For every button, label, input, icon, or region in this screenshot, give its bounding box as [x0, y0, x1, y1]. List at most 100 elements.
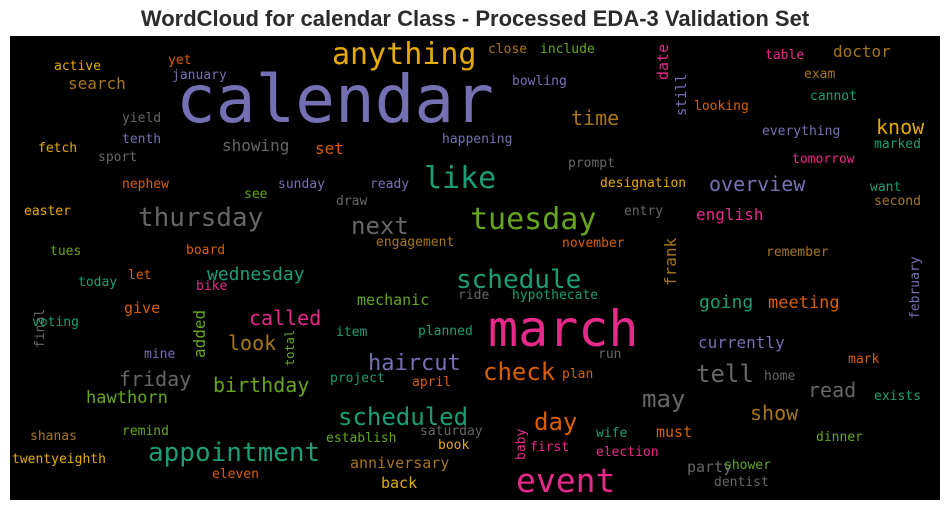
word-frank: frank — [661, 237, 680, 286]
word-april: april — [412, 375, 451, 390]
word-calendar: calendar — [176, 61, 494, 138]
word-tuesday: tuesday — [470, 202, 596, 237]
word-day: day — [534, 408, 577, 436]
word-first: first — [530, 440, 569, 455]
word-entry: entry — [624, 204, 663, 219]
word-added: added — [190, 310, 209, 358]
word-ride: ride — [458, 288, 489, 303]
word-twentyeighth: twentyeighth — [12, 452, 106, 467]
word-engagement: engagement — [376, 235, 454, 250]
word-remember: remember — [766, 245, 829, 260]
word-table: table — [765, 48, 804, 63]
word-everything: everything — [762, 124, 840, 139]
word-date: date — [654, 44, 672, 80]
word-close: close — [488, 42, 527, 57]
word-look: look — [228, 331, 276, 355]
word-friday: friday — [119, 367, 191, 391]
word-march: march — [488, 300, 639, 358]
word-appointment: appointment — [148, 438, 320, 468]
word-mark: mark — [848, 352, 879, 367]
word-give: give — [124, 299, 160, 317]
word-yet: yet — [168, 53, 191, 68]
word-mechanic: mechanic — [357, 291, 429, 309]
word-sport: sport — [98, 150, 137, 165]
word-shanas: shanas — [30, 429, 77, 444]
word-eleven: eleven — [212, 467, 259, 482]
word-yield: yield — [122, 111, 161, 126]
word-tues: tues — [50, 244, 81, 259]
word-election: election — [596, 445, 659, 460]
word-marked: marked — [874, 137, 921, 152]
word-saturday: saturday — [420, 424, 483, 439]
word-hypothecate: hypothecate — [512, 288, 598, 303]
wordcloud-canvas: calendar march event anything tuesday like thu… — [10, 36, 940, 500]
word-tell: tell — [696, 360, 754, 388]
word-easter: easter — [24, 204, 71, 219]
word-draw: draw — [336, 194, 367, 209]
word-currently: currently — [698, 333, 785, 352]
word-showing: showing — [222, 136, 289, 155]
word-mine: mine — [144, 347, 175, 362]
word-like: like — [424, 161, 496, 196]
word-dinner: dinner — [816, 430, 863, 445]
word-wife: wife — [596, 426, 627, 441]
word-active: active — [54, 59, 101, 74]
word-read: read — [808, 378, 856, 402]
word-bike: bike — [196, 279, 227, 294]
word-january: january — [172, 68, 227, 83]
word-back: back — [381, 474, 417, 492]
word-party: party — [687, 458, 732, 476]
word-called: called — [249, 306, 321, 330]
word-sunday: sunday — [278, 177, 325, 192]
word-exists: exists — [874, 389, 921, 404]
word-plan: plan — [562, 367, 593, 382]
word-thursday: thursday — [138, 203, 263, 233]
word-designation: designation — [600, 176, 686, 191]
word-second: second — [874, 194, 921, 209]
word-let: let — [128, 268, 151, 283]
word-schedule: schedule — [456, 265, 581, 295]
word-show: show — [750, 401, 799, 425]
word-book: book — [438, 438, 469, 453]
word-remind: remind — [122, 424, 169, 439]
word-english: english — [696, 205, 763, 224]
word-overview: overview — [709, 172, 806, 196]
word-scheduled: scheduled — [338, 403, 468, 431]
word-event: event — [516, 461, 615, 500]
word-ready: ready — [370, 177, 409, 192]
word-november: november — [562, 236, 625, 251]
word-voting: voting — [32, 315, 79, 330]
word-want: want — [870, 180, 901, 195]
word-exam: exam — [804, 67, 835, 82]
word-project: project — [330, 371, 385, 386]
word-shower: shower — [724, 458, 771, 473]
word-birthday: birthday — [213, 373, 309, 397]
word-run: run — [598, 347, 621, 362]
word-baby: baby — [514, 429, 529, 460]
word-happening: happening — [442, 132, 512, 147]
word-today: today — [78, 275, 117, 290]
word-anything: anything — [332, 37, 477, 72]
word-tenth: tenth — [122, 132, 161, 147]
word-final: final — [33, 309, 48, 348]
word-cannot: cannot — [810, 89, 857, 104]
word-include: include — [540, 42, 595, 57]
word-may: may — [642, 385, 685, 413]
word-must: must — [656, 423, 692, 441]
chart-title: WordCloud for calendar Class - Processed… — [140, 6, 810, 31]
word-bowling: bowling — [512, 74, 567, 89]
word-know: know — [876, 115, 925, 139]
word-hawthorn: hawthorn — [86, 388, 168, 408]
word-anniversary: anniversary — [350, 454, 449, 472]
word-wednesday: wednesday — [207, 264, 305, 285]
word-haircut: haircut — [368, 351, 461, 376]
word-doctor: doctor — [833, 42, 891, 61]
word-item: item — [336, 325, 367, 340]
word-set: set — [315, 139, 344, 158]
word-board: board — [186, 243, 225, 258]
word-fetch: fetch — [38, 141, 77, 156]
wordcloud-svg: calendarmarcheventanythingtuesdaylikethu… — [12, 37, 925, 500]
word-check: check — [483, 358, 556, 386]
word-search: search — [68, 74, 126, 93]
word-see: see — [244, 187, 268, 202]
